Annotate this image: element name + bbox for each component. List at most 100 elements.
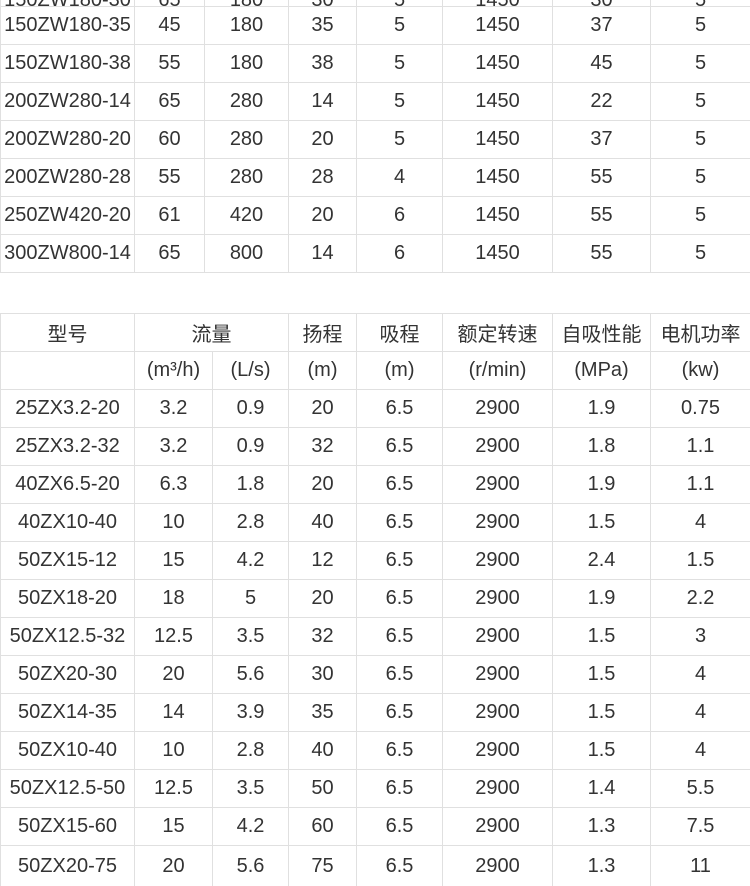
table-cell: 55 [135,158,205,196]
table-2: 型号流量扬程吸程额定转速自吸性能电机功率(m³/h)(L/s)(m)(m)(r/… [0,313,750,886]
table-cell: 14 [289,234,357,272]
table-cell: 6.5 [357,465,443,503]
table-cell: 0.9 [213,427,289,465]
table-cell: 37 [553,120,651,158]
table-cell: 12 [289,541,357,579]
table-cell: 12.5 [135,769,213,807]
table-cell: 75 [289,845,357,886]
table-cell: 1.5 [553,503,651,541]
table-cell: 2900 [443,655,553,693]
table-cell: 1.3 [553,807,651,845]
table-cell: 2900 [443,389,553,427]
table-cell: 2.8 [213,503,289,541]
table-row: 40ZX6.5-206.31.8206.529001.91.1 [1,465,750,503]
table-cell: 1.3 [553,845,651,886]
table-row: 40ZX10-40102.8406.529001.54 [1,503,750,541]
table-cell: 15 [135,807,213,845]
table-cell: 180 [205,44,289,82]
table-row: 50ZX20-75205.6756.529001.311 [1,845,750,886]
table-cell: 4 [651,693,750,731]
table-cell: 2.4 [553,541,651,579]
table-cell: 额定转速 [443,313,553,351]
table-cell: 3.2 [135,389,213,427]
table-cell: 5 [357,120,443,158]
table-cell: 45 [553,44,651,82]
table-cell: 45 [135,6,205,44]
table-cell: (kw) [651,351,750,389]
table-cell: 2900 [443,769,553,807]
table-cell: 20 [289,579,357,617]
table-gap [0,273,750,313]
table-cell: 20 [289,120,357,158]
table-row: 50ZX15-12154.2126.529002.41.5 [1,541,750,579]
table-cell: 15 [135,541,213,579]
table-cell: 60 [289,807,357,845]
table-cell: 55 [135,44,205,82]
table-cell: 3.2 [135,427,213,465]
table-row: 25ZX3.2-203.20.9206.529001.90.75 [1,389,750,427]
table-cell: 6.5 [357,731,443,769]
table-cell: 180 [205,6,289,44]
table-row: 50ZX20-30205.6306.529001.54 [1,655,750,693]
table-cell: 7.5 [651,807,750,845]
table-cell: 6.5 [357,541,443,579]
table-cell: 5 [357,44,443,82]
table-cell: 6.5 [357,655,443,693]
table-cell: 2900 [443,579,553,617]
table-cell: 1.9 [553,579,651,617]
table-cell: 30 [289,655,357,693]
table-cell: 14 [289,82,357,120]
table-cell: 200ZW280-14 [1,82,135,120]
table-1: 150ZW180-30651803051450305150ZW180-35451… [0,0,750,273]
table-row: 50ZX14-35143.9356.529001.54 [1,693,750,731]
table-cell: 5 [651,234,750,272]
table-cell: 自吸性能 [553,313,651,351]
table-cell: 5 [651,196,750,234]
table-cell: (L/s) [213,351,289,389]
table-cell: 25ZX3.2-32 [1,427,135,465]
table-row: 150ZW180-35451803551450375 [1,6,750,44]
table-cell: 2900 [443,845,553,886]
table-cell: 25ZX3.2-20 [1,389,135,427]
table-cell: 50ZX15-60 [1,807,135,845]
tables-container: 150ZW180-30651803051450305150ZW180-35451… [0,0,750,886]
table-cell: 1450 [443,234,553,272]
table-cell: 1.4 [553,769,651,807]
table-cell: 50ZX14-35 [1,693,135,731]
table-cell: 4.2 [213,541,289,579]
table-cell: 型号 [1,313,135,351]
table-cell: 1450 [443,6,553,44]
table-cell: 200ZW280-28 [1,158,135,196]
table-row: 250ZW420-20614202061450555 [1,196,750,234]
table-cell: 1.5 [553,655,651,693]
table-cell: 6.5 [357,503,443,541]
table-cell: 5 [651,6,750,44]
table-cell: 1450 [443,120,553,158]
table-cell: 1.5 [553,617,651,655]
table-row: 50ZX12.5-3212.53.5326.529001.53 [1,617,750,655]
table-cell [1,351,135,389]
table-cell: 6 [357,234,443,272]
table-row: 25ZX3.2-323.20.9326.529001.81.1 [1,427,750,465]
table-cell: 2.8 [213,731,289,769]
table-cell: 6.5 [357,579,443,617]
table-cell: 22 [553,82,651,120]
table-cell: 50ZX15-12 [1,541,135,579]
table-cell: 20 [135,655,213,693]
table-row: 50ZX10-40102.8406.529001.54 [1,731,750,769]
table-cell: 250ZW420-20 [1,196,135,234]
table-cell: 6 [357,196,443,234]
table-cell: 1.9 [553,389,651,427]
table-cell: 20 [135,845,213,886]
table-cell: 电机功率 [651,313,750,351]
table-row: 200ZW280-14652801451450225 [1,82,750,120]
table-cell: 1.1 [651,427,750,465]
table-cell: 1.5 [553,731,651,769]
table-cell: 2900 [443,503,553,541]
table-cell: 6.5 [357,617,443,655]
table-cell: 50ZX20-30 [1,655,135,693]
table-cell: 28 [289,158,357,196]
table-cell: 6.5 [357,693,443,731]
table-cell: 40ZX6.5-20 [1,465,135,503]
table-cell: 1.5 [553,693,651,731]
